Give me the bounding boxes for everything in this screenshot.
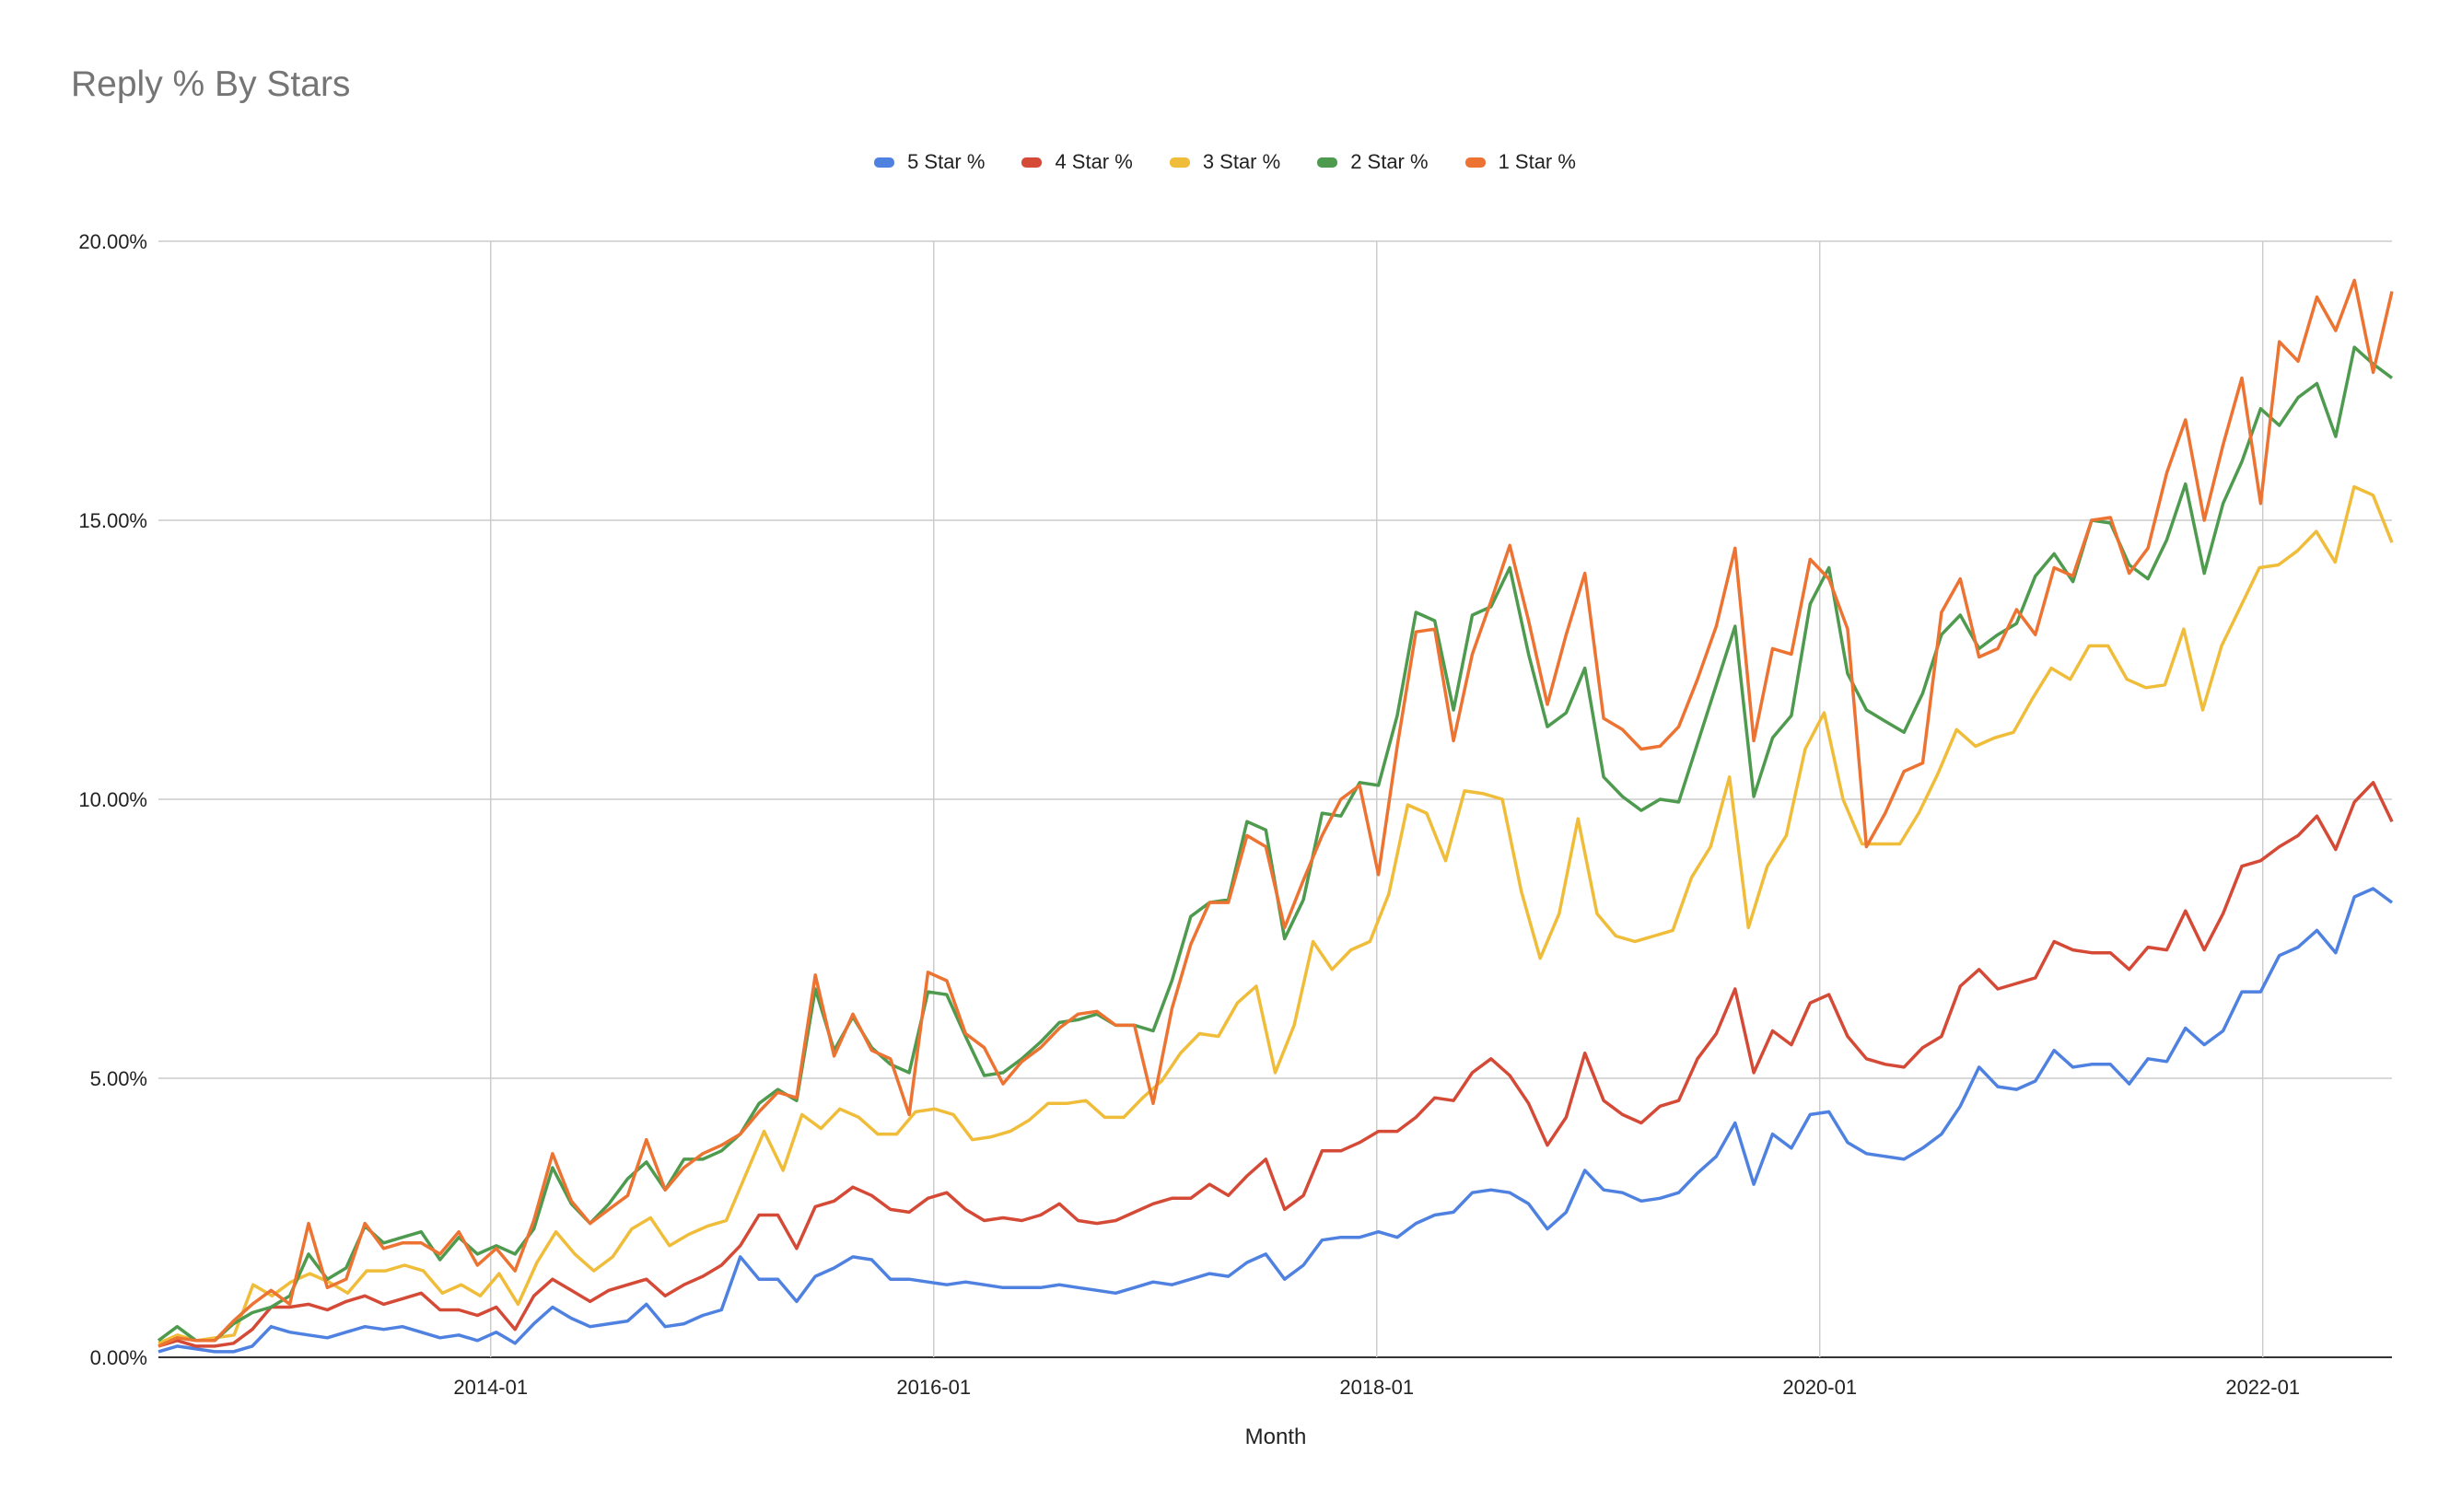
legend-item-2[interactable]: 4 Star % [1021, 150, 1133, 174]
legend-label: 4 Star % [1055, 150, 1133, 173]
y-tick-label: 5.00% [90, 1067, 147, 1090]
x-axis-tick-labels: 2014-01 2016-01 2018-01 2020-01 2022-01 [453, 1376, 2300, 1399]
legend-swatch [1169, 157, 1190, 168]
y-tick-label: 15.00% [78, 509, 147, 532]
y-tick-label: 0.00% [90, 1346, 147, 1369]
x-tick-label: 2020-01 [1782, 1376, 1857, 1399]
series-line-1 [158, 887, 2394, 1354]
legend-swatch [1021, 157, 1043, 168]
legend-label: 2 Star % [1350, 150, 1429, 173]
legend-label: 1 Star % [1498, 150, 1576, 173]
legend-label: 5 Star % [907, 150, 986, 173]
gridlines [158, 240, 2392, 1358]
series-line-3 [158, 484, 2394, 1345]
legend-swatch [1317, 157, 1338, 168]
legend-item-1[interactable]: 5 Star % [874, 150, 985, 174]
legend-label: 3 Star % [1202, 150, 1281, 173]
series-line-4 [157, 345, 2394, 1343]
legend-swatch [874, 157, 895, 168]
x-axis-title: Month [1245, 1425, 1307, 1449]
x-tick-label: 2016-01 [896, 1376, 971, 1399]
chart-title: Reply % By Stars [71, 64, 351, 104]
series-lines [157, 278, 2394, 1354]
legend-swatch [1464, 157, 1486, 168]
x-tick-label: 2022-01 [2225, 1376, 2300, 1399]
legend-item-4[interactable]: 2 Star % [1317, 150, 1429, 174]
x-tick-label: 2018-01 [1339, 1376, 1414, 1399]
legend: 5 Star % 4 Star % 3 Star % 2 Star % 1 Star % [0, 150, 2450, 174]
legend-item-5[interactable]: 1 Star % [1464, 150, 1576, 174]
y-axis-tick-labels: 0.00% 5.00% 10.00% 15.00% 20.00% [78, 230, 147, 1369]
y-tick-label: 20.00% [78, 230, 147, 253]
x-tick-label: 2014-01 [453, 1376, 528, 1399]
y-tick-label: 10.00% [78, 788, 147, 811]
series-line-2 [158, 781, 2394, 1348]
series-line-5 [158, 278, 2394, 1348]
legend-item-3[interactable]: 3 Star % [1169, 150, 1281, 174]
